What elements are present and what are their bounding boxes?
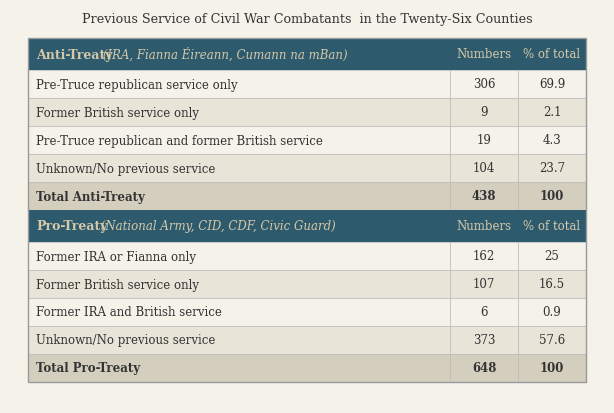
FancyBboxPatch shape — [450, 354, 518, 382]
Text: Pre-Truce republican service only: Pre-Truce republican service only — [36, 78, 238, 91]
Text: Former British service only: Former British service only — [36, 278, 199, 291]
FancyBboxPatch shape — [28, 271, 450, 298]
FancyBboxPatch shape — [450, 211, 518, 242]
FancyBboxPatch shape — [450, 99, 518, 127]
Text: Total Anti-Treaty: Total Anti-Treaty — [36, 190, 145, 203]
FancyBboxPatch shape — [450, 127, 518, 154]
FancyBboxPatch shape — [518, 39, 586, 71]
FancyBboxPatch shape — [28, 127, 450, 154]
Text: Pro-Treaty: Pro-Treaty — [36, 220, 107, 233]
Text: Former IRA and British service: Former IRA and British service — [36, 306, 222, 319]
Text: 306: 306 — [473, 78, 495, 91]
Text: Unknown/No previous service: Unknown/No previous service — [36, 334, 216, 347]
Text: 69.9: 69.9 — [539, 78, 565, 91]
FancyBboxPatch shape — [28, 211, 450, 242]
Text: Former IRA or Fianna only: Former IRA or Fianna only — [36, 250, 196, 263]
Text: 373: 373 — [473, 334, 495, 347]
FancyBboxPatch shape — [450, 39, 518, 71]
FancyBboxPatch shape — [28, 326, 450, 354]
Text: Anti-Treaty: Anti-Treaty — [36, 48, 112, 62]
FancyBboxPatch shape — [28, 183, 450, 211]
Text: 0.9: 0.9 — [543, 306, 561, 319]
Text: Previous Service of Civil War Combatants  in the Twenty-Six Counties: Previous Service of Civil War Combatants… — [82, 12, 532, 26]
FancyBboxPatch shape — [450, 242, 518, 271]
Text: % of total: % of total — [524, 48, 581, 62]
FancyBboxPatch shape — [518, 354, 586, 382]
Text: Total Pro-Treaty: Total Pro-Treaty — [36, 362, 140, 375]
Text: 107: 107 — [473, 278, 495, 291]
FancyBboxPatch shape — [518, 298, 586, 326]
Text: Unknown/No previous service: Unknown/No previous service — [36, 162, 216, 175]
FancyBboxPatch shape — [28, 298, 450, 326]
FancyBboxPatch shape — [28, 71, 450, 99]
FancyBboxPatch shape — [450, 298, 518, 326]
Text: 4.3: 4.3 — [543, 134, 561, 147]
FancyBboxPatch shape — [28, 99, 450, 127]
FancyBboxPatch shape — [28, 154, 450, 183]
FancyBboxPatch shape — [28, 39, 450, 71]
FancyBboxPatch shape — [518, 127, 586, 154]
Text: Pre-Truce republican and former British service: Pre-Truce republican and former British … — [36, 134, 323, 147]
Text: 57.6: 57.6 — [539, 334, 565, 347]
Text: 9: 9 — [480, 106, 488, 119]
Text: (IRA, Fianna Éireann, Cumann na mBan): (IRA, Fianna Éireann, Cumann na mBan) — [99, 48, 348, 62]
Text: 438: 438 — [472, 190, 496, 203]
Text: 25: 25 — [545, 250, 559, 263]
Text: 100: 100 — [540, 190, 564, 203]
Text: Numbers: Numbers — [456, 220, 511, 233]
Text: Former British service only: Former British service only — [36, 106, 199, 119]
FancyBboxPatch shape — [518, 211, 586, 242]
Text: Numbers: Numbers — [456, 48, 511, 62]
Text: % of total: % of total — [524, 220, 581, 233]
FancyBboxPatch shape — [450, 326, 518, 354]
FancyBboxPatch shape — [518, 183, 586, 211]
Text: 162: 162 — [473, 250, 495, 263]
FancyBboxPatch shape — [450, 183, 518, 211]
Text: 16.5: 16.5 — [539, 278, 565, 291]
FancyBboxPatch shape — [518, 271, 586, 298]
FancyBboxPatch shape — [28, 354, 450, 382]
FancyBboxPatch shape — [518, 242, 586, 271]
FancyBboxPatch shape — [450, 154, 518, 183]
Text: 23.7: 23.7 — [539, 162, 565, 175]
FancyBboxPatch shape — [518, 154, 586, 183]
Text: (National Army, CID, CDF, Civic Guard): (National Army, CID, CDF, Civic Guard) — [97, 220, 336, 233]
FancyBboxPatch shape — [450, 71, 518, 99]
FancyBboxPatch shape — [518, 99, 586, 127]
Text: 6: 6 — [480, 306, 488, 319]
Text: 2.1: 2.1 — [543, 106, 561, 119]
Text: 100: 100 — [540, 362, 564, 375]
Text: 19: 19 — [476, 134, 491, 147]
FancyBboxPatch shape — [450, 271, 518, 298]
FancyBboxPatch shape — [518, 326, 586, 354]
Text: 648: 648 — [472, 362, 496, 375]
Text: 104: 104 — [473, 162, 495, 175]
FancyBboxPatch shape — [518, 71, 586, 99]
FancyBboxPatch shape — [28, 242, 450, 271]
